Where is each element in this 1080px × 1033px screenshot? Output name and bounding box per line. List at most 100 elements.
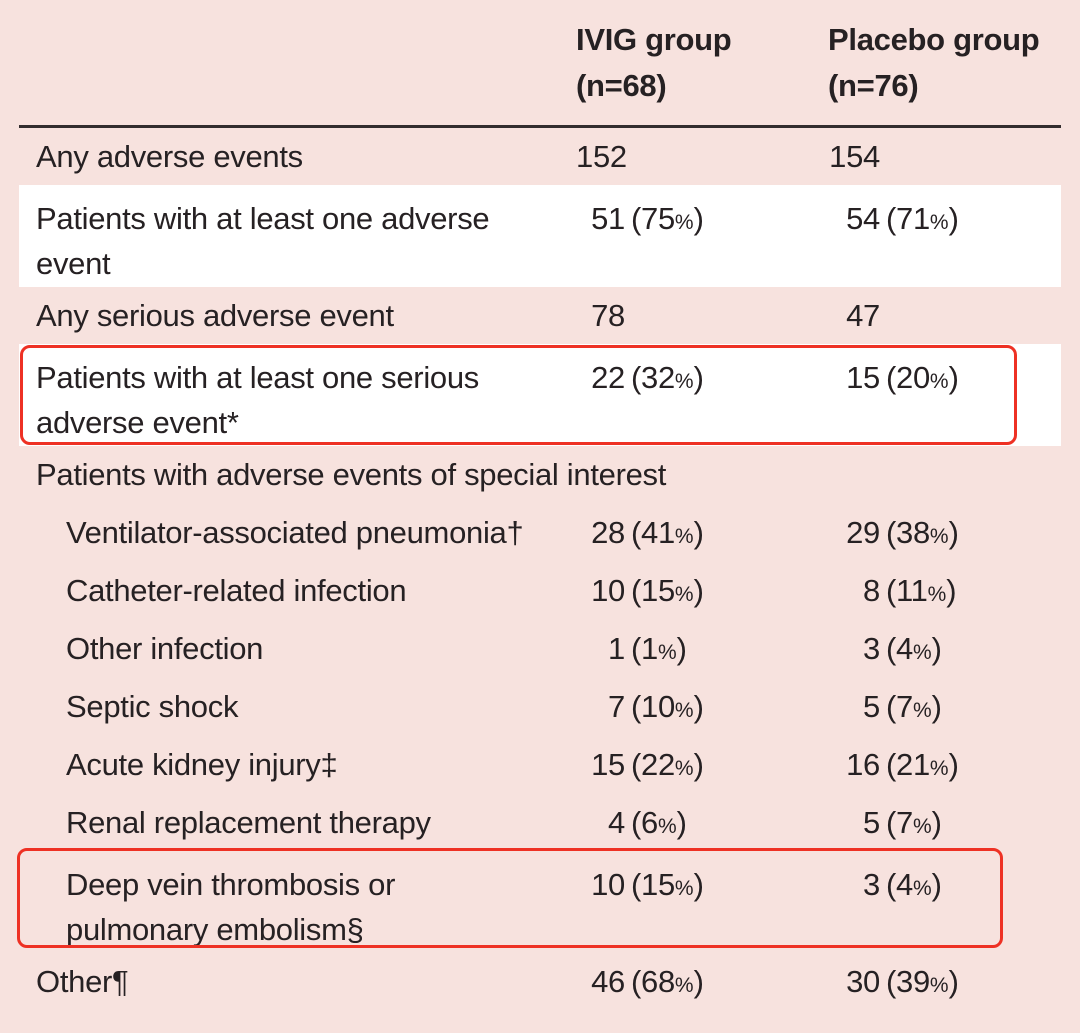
percent-sign: %	[674, 699, 694, 722]
percent-value: (7%)	[886, 689, 942, 724]
row-label: Renal replacement therapy	[66, 805, 431, 840]
table-row: Patients with adverse events of special …	[19, 446, 1061, 503]
percent-value: (39%)	[886, 964, 959, 999]
percent-value: (6%)	[631, 805, 687, 840]
count-value: 5	[863, 689, 880, 724]
value-cell-placebo: 29 (38%)	[828, 510, 1061, 559]
percent-value: (1%)	[631, 631, 687, 666]
table-row: Any adverse events 152 154	[19, 128, 1061, 185]
percent-value: (68%)	[631, 964, 704, 999]
row-label: Any serious adverse event	[36, 298, 394, 333]
percent-sign: %	[912, 699, 932, 722]
value-cell-ivig: 15 (22%)	[576, 742, 828, 791]
row-label: Patients with at least one adverse event	[36, 201, 490, 281]
count-value: 29	[846, 515, 880, 550]
percent-value: (38%)	[886, 515, 959, 550]
adverse-events-table: IVIG group (n=68) Placebo group (n=76) A…	[17, 0, 1061, 1010]
value-cell-placebo: 16 (21%)	[828, 742, 1061, 791]
count-value: 154	[829, 139, 880, 174]
percent-value: (15%)	[631, 573, 704, 608]
row-label: Acute kidney injury‡	[66, 747, 338, 782]
percent-sign: %	[929, 757, 949, 780]
table-row: Renal replacement therapy 4 (6%) 5 (7%)	[19, 793, 1061, 851]
column-header-ivig: IVIG group (n=68)	[576, 17, 828, 125]
value-cell-ivig: 1 (1%)	[576, 626, 828, 675]
percent-value: (11%)	[886, 573, 957, 608]
row-label: Patients with at least one serious adver…	[36, 360, 479, 440]
value-cell-placebo: 3 (4%)	[828, 626, 1061, 675]
value-cell-placebo: 5 (7%)	[828, 800, 1061, 849]
table-row: Patients with at least one serious adver…	[19, 344, 1061, 446]
table-row: Ventilator-associated pneumonia† 28 (41%) 2…	[19, 503, 1061, 561]
value-cell-ivig: 7 (10%)	[576, 684, 828, 733]
column-header-ivig-label: IVIG group	[576, 22, 732, 57]
value-cell-placebo: 154	[828, 134, 1061, 179]
percent-value: (10%)	[631, 689, 704, 724]
percent-sign: %	[929, 974, 949, 997]
percent-value: (22%)	[631, 747, 704, 782]
value-cell-ivig: 10 (15%)	[576, 862, 828, 911]
percent-value: (71%)	[886, 201, 959, 236]
count-value: 15	[591, 747, 625, 782]
table-header: IVIG group (n=68) Placebo group (n=76)	[19, 0, 1061, 128]
row-label: Septic shock	[66, 689, 239, 724]
percent-value: (7%)	[886, 805, 942, 840]
percent-sign: %	[657, 815, 677, 838]
value-cell-placebo: 15 (20%)	[828, 355, 1061, 404]
table-row: Septic shock 7 (10%) 5 (7%)	[19, 677, 1061, 735]
percent-sign: %	[929, 370, 949, 393]
column-header-placebo: Placebo group (n=76)	[828, 17, 1061, 125]
count-value: 152	[576, 139, 627, 174]
percent-sign: %	[912, 815, 932, 838]
row-label: Any adverse events	[36, 139, 303, 174]
count-value: 7	[608, 689, 625, 724]
count-value: 46	[591, 964, 625, 999]
count-value: 3	[863, 867, 880, 902]
percent-value: (32%)	[631, 360, 704, 395]
count-value: 3	[863, 631, 880, 666]
value-cell-ivig: 4 (6%)	[576, 800, 828, 849]
percent-sign: %	[674, 757, 694, 780]
count-value: 30	[846, 964, 880, 999]
percent-sign: %	[674, 525, 694, 548]
count-value: 8	[863, 573, 880, 608]
table-row: Any serious adverse event 78 47	[19, 287, 1061, 344]
percent-value: (75%)	[631, 201, 704, 236]
value-cell-ivig: 10 (15%)	[576, 568, 828, 617]
percent-sign: %	[912, 641, 932, 664]
value-cell-placebo: 30 (39%)	[828, 959, 1061, 1008]
percent-sign: %	[674, 370, 694, 393]
value-cell-ivig: 78	[576, 293, 828, 338]
table-row: Patients with at least one adverse event…	[19, 185, 1061, 287]
table-row: Catheter-related infection 10 (15%) 8 (11%)	[19, 561, 1061, 619]
percent-value: (21%)	[886, 747, 959, 782]
value-cell-placebo: 54 (71%)	[828, 196, 1061, 245]
value-cell-placebo: 8 (11%)	[828, 568, 1061, 617]
value-cell-ivig: 46 (68%)	[576, 959, 828, 1008]
row-label: Ventilator-associated pneumonia†	[66, 515, 524, 550]
table-row: Other infection 1 (1%) 3 (4%)	[19, 619, 1061, 677]
percent-value: (4%)	[886, 631, 942, 666]
table-body: Any adverse events 152 154 Patients with at…	[17, 128, 1061, 1010]
count-value: 5	[863, 805, 880, 840]
value-cell-ivig: 22 (32%)	[576, 355, 828, 404]
count-value: 15	[846, 360, 880, 395]
value-cell-placebo: 3 (4%)	[828, 862, 1061, 911]
table-row: Other¶ 46 (68%) 30 (39%)	[19, 953, 1061, 1010]
row-label: Other¶	[36, 964, 129, 999]
column-header-ivig-n: (n=68)	[576, 68, 667, 103]
count-value: 47	[846, 298, 880, 333]
percent-sign: %	[927, 583, 947, 606]
count-value: 54	[846, 201, 880, 236]
count-value: 10	[591, 867, 625, 902]
percent-value: (4%)	[886, 867, 942, 902]
count-value: 22	[591, 360, 625, 395]
count-value: 10	[591, 573, 625, 608]
table-row: Deep vein thrombosis or pulmonary emboli…	[17, 848, 1061, 953]
count-value: 4	[608, 805, 625, 840]
value-cell-ivig: 28 (41%)	[576, 510, 828, 559]
value-cell-ivig: 51 (75%)	[576, 196, 828, 245]
count-value: 16	[846, 747, 880, 782]
row-label: Deep vein thrombosis or pulmonary emboli…	[66, 867, 396, 947]
percent-sign: %	[657, 641, 677, 664]
